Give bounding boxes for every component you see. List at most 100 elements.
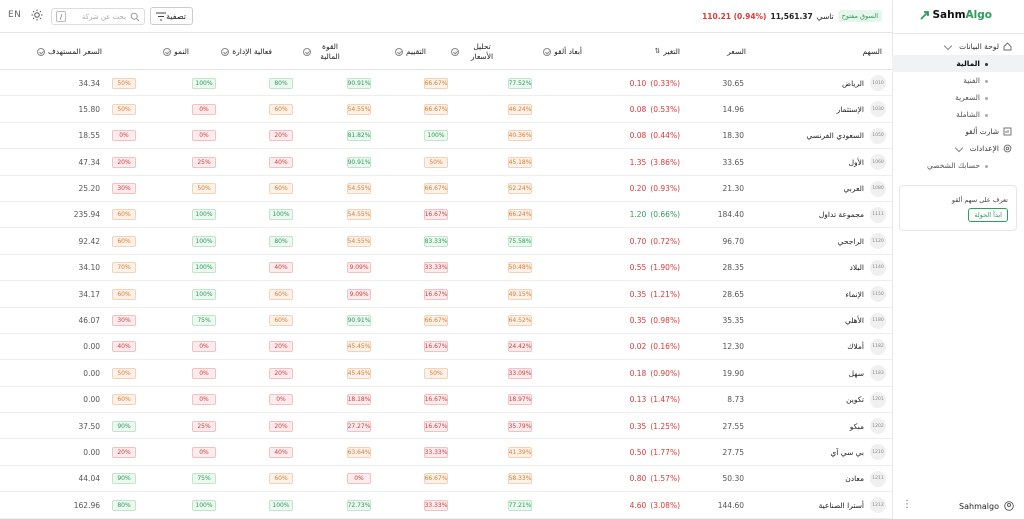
table-row[interactable]: 1030 الإستثمار 14.96 0.08 (0.53%) 46.24% 66.67… — [0, 96, 892, 123]
stock-name[interactable]: أملاك — [847, 342, 864, 352]
col-growth[interactable]: النمو — [163, 33, 189, 70]
sidebar-item-pricing[interactable]: السعرية — [892, 89, 1024, 106]
sidebar-item-settings[interactable]: الإعدادات — [892, 140, 1024, 157]
sidebar-item-technical[interactable]: الفنية — [892, 72, 1024, 89]
col-target[interactable]: السعر المستهدف — [36, 33, 102, 70]
col-management[interactable]: فعالية الإدارة — [221, 33, 272, 70]
sidebar-item-comprehensive[interactable]: الشاملة — [892, 106, 1024, 123]
gear-icon — [1003, 144, 1012, 153]
stock-name[interactable]: البلاد — [849, 263, 864, 273]
table-row[interactable]: 1150 الإنماء 28.65 0.35 (1.21%) 49.15% 16.67% 9… — [0, 281, 892, 308]
score-badge-val: 54.55% — [347, 103, 371, 115]
score-badge-gr: 30% — [112, 183, 136, 195]
stock-code-badge: 1120 — [870, 233, 886, 250]
stock-name[interactable]: الراجحي — [837, 236, 864, 246]
table-row[interactable]: 1010 الرياض 30.65 0.10 (0.33%) 77.52% 66.67% 90… — [0, 70, 892, 97]
table-row[interactable]: 1212 أسترا الصناعية 144.60 4.60 (3.08%) 77.21… — [0, 492, 892, 519]
user-menu[interactable]: Sahmalgo ⋮ — [900, 499, 1014, 513]
stock-name[interactable]: الأهلي — [844, 316, 864, 326]
score-badge-fs: 80% — [269, 235, 293, 247]
stock-name[interactable]: الإنماء — [845, 289, 864, 299]
col-price-analysis[interactable]: تحليل الأسعار — [442, 33, 502, 70]
brand-logo[interactable]: Sahm Algo — [920, 9, 992, 21]
stock-name[interactable]: السعودي الفرنسي — [806, 131, 864, 141]
sidebar-item-algo-chart[interactable]: شارت ألقو — [892, 123, 1024, 140]
target-price: 18.55 — [78, 131, 100, 141]
change-percent: (0.66%) — [650, 210, 680, 220]
score-badge-gr: 50% — [112, 103, 136, 115]
stock-name[interactable]: مبكو — [849, 421, 864, 431]
stock-name[interactable]: تكوين — [846, 395, 864, 405]
table-row[interactable]: 1211 معادن 50.30 0.80 (1.57%) 58.33% 66.67% 0% 6… — [0, 466, 892, 493]
target-price: 0.00 — [83, 395, 100, 405]
score-badge-val: 18.18% — [347, 394, 371, 406]
stock-price: 27.75 — [722, 447, 744, 457]
stock-name[interactable]: بي سي آي — [830, 447, 864, 457]
table-row[interactable]: 1202 مبكو 27.55 0.35 (1.25%) 35.79% 16.67% 27.2… — [0, 413, 892, 440]
stocks-table: السهم السعر التغير ⇅ أبعاد ألقو تحليل الأ… — [0, 33, 892, 519]
col-financial-strength[interactable]: القوة المالية — [300, 33, 346, 70]
score-badge-algo: 35.79% — [508, 420, 532, 432]
table-row[interactable]: 1182 أملاك 12.30 0.02 (0.16%) 24.42% 16.67% 45.… — [0, 334, 892, 361]
stock-price: 96.70 — [722, 236, 744, 246]
score-badge-gr: 60% — [112, 288, 136, 300]
stock-name[interactable]: العربي — [843, 184, 864, 194]
table-row[interactable]: 1210 بي سي آي 27.75 0.50 (1.77%) 41.39% 33.33%… — [0, 439, 892, 466]
stock-name[interactable]: الرياض — [842, 78, 864, 88]
table-row[interactable]: 1111 مجموعة تداول 184.40 1.20 (0.66%) 66.24% 1… — [0, 202, 892, 229]
table-row[interactable]: 1060 الأول 33.65 1.35 (3.86%) 45.18% 50% 90.91%… — [0, 149, 892, 176]
score-badge-mg: 100% — [192, 235, 216, 247]
table-row[interactable]: 1201 تكوين 8.73 0.13 (1.47%) 18.97% 16.67% 18.1… — [0, 387, 892, 414]
col-change[interactable]: التغير ⇅ — [654, 46, 680, 56]
table-row[interactable]: 1180 الأهلي 35.35 0.35 (0.98%) 64.52% 66.67% 90… — [0, 308, 892, 334]
score-badge-pa: 33.33% — [424, 446, 448, 458]
score-badge-val: 0% — [347, 473, 371, 485]
info-icon[interactable] — [451, 47, 459, 56]
score-badge-pa: 33.33% — [424, 499, 448, 511]
stock-price: 33.65 — [722, 157, 744, 167]
change-value: 0.55 — [629, 263, 647, 273]
score-badge-val: 45.45% — [347, 367, 371, 379]
score-badge-mg: 75% — [192, 315, 216, 327]
stock-price: 14.96 — [722, 104, 744, 114]
stock-name[interactable]: الأول — [848, 157, 864, 167]
info-icon[interactable] — [303, 47, 311, 56]
stock-name[interactable]: أسترا الصناعية — [818, 500, 864, 510]
col-price[interactable]: السعر — [727, 46, 746, 56]
info-icon[interactable] — [543, 47, 552, 56]
info-icon[interactable] — [36, 47, 45, 56]
table-row[interactable]: 1050 السعودي الفرنسي 18.30 0.08 (0.44%) 40.36… — [0, 123, 892, 150]
score-badge-mg: 0% — [192, 394, 216, 406]
info-icon[interactable] — [395, 47, 404, 56]
table-row[interactable]: 1140 البلاد 28.35 0.55 (1.90%) 50.48% 33.33% 9.… — [0, 255, 892, 282]
more-options-icon[interactable]: ⋮ — [902, 499, 912, 510]
theme-toggle-icon[interactable] — [31, 9, 43, 21]
table-row[interactable]: 1183 سهل 19.90 0.18 (0.90%) 33.09% 50% 45.45% 20… — [0, 360, 892, 387]
search-input[interactable]: / بحث عن شركة — [51, 8, 145, 25]
score-badge-fs: 60% — [269, 473, 293, 485]
change-value: 4.60 — [629, 500, 647, 510]
table-row[interactable]: 1080 العربي 21.30 0.20 (0.93%) 52.24% 66.67% 54… — [0, 176, 892, 202]
sidebar-item-account[interactable]: حسابك الشخصي — [892, 157, 1024, 174]
change-value: 1.35 — [629, 157, 647, 167]
score-badge-pa: 66.67% — [424, 77, 448, 89]
table-row[interactable]: 1120 الراجحي 96.70 0.70 (0.72%) 75.58% 83.33% 5… — [0, 228, 892, 255]
target-price: 0.00 — [83, 342, 100, 352]
search-shortcut-key: / — [56, 11, 66, 22]
sidebar-item-financial[interactable]: المالية — [892, 55, 1024, 72]
stock-code-badge: 1111 — [870, 206, 886, 223]
info-icon[interactable] — [221, 47, 230, 56]
language-toggle[interactable]: EN — [8, 10, 22, 20]
col-valuation[interactable]: التقييم — [395, 33, 426, 70]
stock-name[interactable]: معادن — [845, 474, 864, 484]
col-stock[interactable]: السهم — [862, 46, 882, 56]
sort-icon[interactable]: ⇅ — [654, 46, 661, 55]
info-icon[interactable] — [163, 47, 172, 56]
col-algo[interactable]: أبعاد ألقو — [543, 33, 582, 70]
stock-name[interactable]: سهل — [848, 368, 864, 378]
stock-name[interactable]: مجموعة تداول — [818, 210, 864, 220]
sidebar-item-dashboard[interactable]: لوحة البيانات — [892, 38, 1024, 55]
filter-button[interactable]: تصفية — [150, 7, 193, 25]
stock-name[interactable]: الإستثمار — [836, 104, 864, 114]
start-tour-button[interactable]: ابدأ الجولة — [968, 208, 1008, 222]
